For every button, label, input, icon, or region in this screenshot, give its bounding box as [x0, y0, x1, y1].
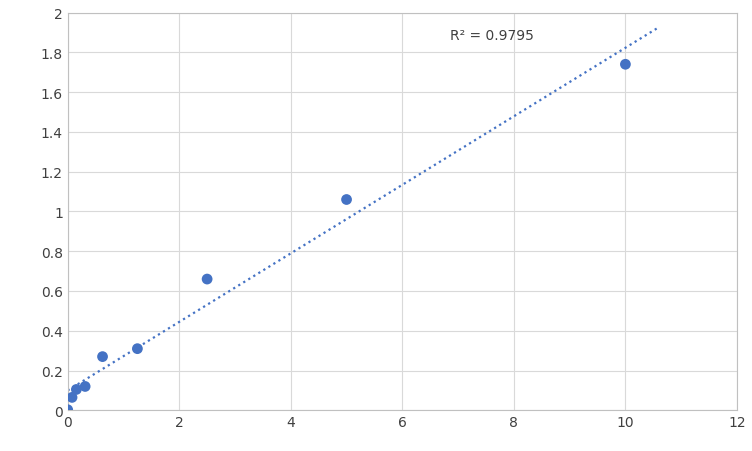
Point [96, 353, 108, 360]
Point [132, 345, 144, 353]
Point [66, 394, 78, 401]
Text: R² = 0.9795: R² = 0.9795 [450, 29, 534, 43]
Point [71, 386, 83, 393]
Point [201, 276, 213, 283]
Point [620, 61, 632, 69]
Point [62, 406, 74, 414]
Point [79, 383, 91, 390]
Point [341, 197, 353, 204]
